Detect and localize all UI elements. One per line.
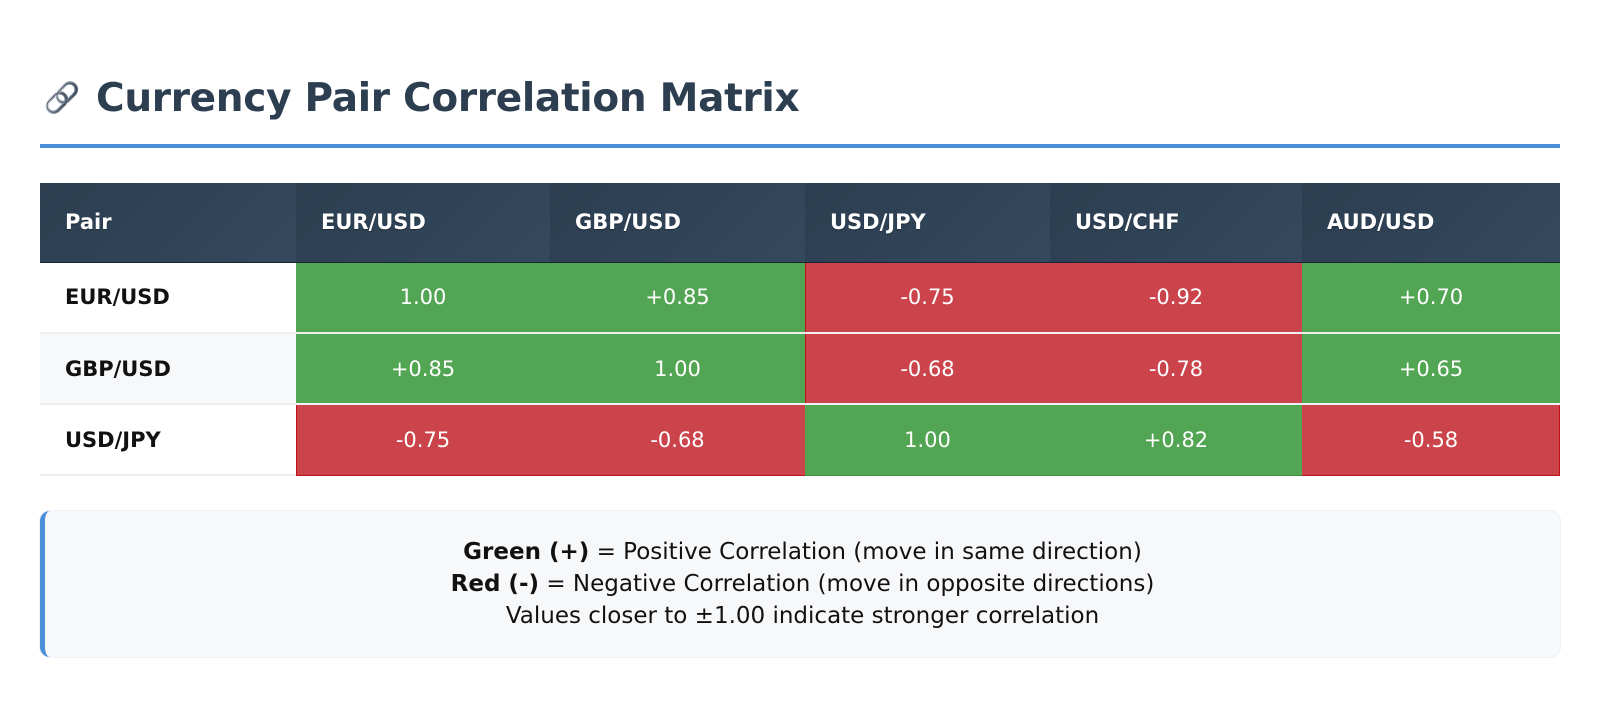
correlation-table: Pair EUR/USD GBP/USD USD/JPY USD/CHF AUD… [40, 183, 1560, 476]
column-header: EUR/USD [296, 183, 550, 262]
column-header: USD/CHF [1050, 183, 1302, 262]
legend-box: Green (+) = Positive Correlation (move i… [40, 511, 1560, 657]
title-divider [40, 144, 1560, 148]
correlation-cell-negative: -0.75 [296, 404, 550, 475]
column-header: GBP/USD [550, 183, 805, 262]
correlation-cell-positive: 1.00 [550, 333, 805, 404]
table-header-row: Pair EUR/USD GBP/USD USD/JPY USD/CHF AUD… [40, 183, 1560, 262]
legend-note: Values closer to ±1.00 indicate stronger… [506, 600, 1099, 632]
correlation-cell-negative: -0.92 [1050, 262, 1302, 333]
row-pair-label: USD/JPY [40, 404, 296, 475]
correlation-cell-positive: 1.00 [805, 404, 1050, 475]
table-row: GBP/USD +0.85 1.00 -0.68 -0.78 +0.65 [40, 333, 1560, 404]
correlation-cell-positive: +0.85 [296, 333, 550, 404]
table-row: EUR/USD 1.00 +0.85 -0.75 -0.92 +0.70 [40, 262, 1560, 333]
legend-negative-text: = Negative Correlation (move in opposite… [539, 571, 1154, 597]
correlation-cell-positive: 1.00 [296, 262, 550, 333]
correlation-cell-positive: +0.65 [1302, 333, 1560, 404]
table-row: USD/JPY -0.75 -0.68 1.00 +0.82 -0.58 [40, 404, 1560, 475]
legend-positive: Green (+) = Positive Correlation (move i… [463, 536, 1142, 568]
correlation-cell-positive: +0.82 [1050, 404, 1302, 475]
row-pair-label: EUR/USD [40, 262, 296, 333]
correlation-cell-negative: -0.78 [1050, 333, 1302, 404]
correlation-cell-positive: +0.70 [1302, 262, 1560, 333]
correlation-cell-positive: +0.85 [550, 262, 805, 333]
correlation-cell-negative: -0.75 [805, 262, 1050, 333]
legend-negative-label: Red (-) [451, 571, 539, 597]
correlation-cell-negative: -0.68 [805, 333, 1050, 404]
page-title: Currency Pair Correlation Matrix [96, 76, 799, 121]
legend-negative: Red (-) = Negative Correlation (move in … [451, 568, 1155, 600]
column-header: Pair [40, 183, 296, 262]
legend-positive-label: Green (+) [463, 539, 589, 565]
title-row: Currency Pair Correlation Matrix [40, 70, 799, 126]
row-pair-label: GBP/USD [40, 333, 296, 404]
correlation-cell-negative: -0.58 [1302, 404, 1560, 475]
legend-positive-text: = Positive Correlation (move in same dir… [589, 539, 1142, 565]
column-header: AUD/USD [1302, 183, 1560, 262]
column-header: USD/JPY [805, 183, 1050, 262]
link-icon [40, 76, 84, 120]
correlation-cell-negative: -0.68 [550, 404, 805, 475]
